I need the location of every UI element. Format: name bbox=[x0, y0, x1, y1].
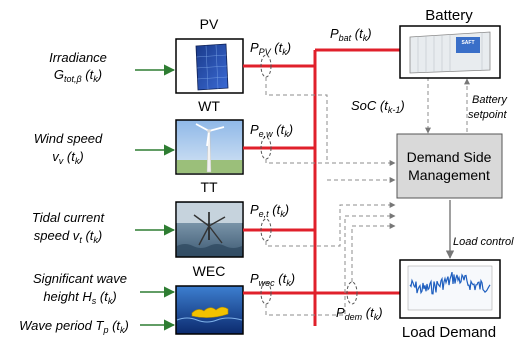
wt-box bbox=[175, 119, 244, 175]
battery-signal-labels: SoC (tk-1) bbox=[351, 98, 405, 115]
setpoint-line1: Battery bbox=[472, 94, 508, 106]
input-wave-height-label: Significant wave height Hs (tk) bbox=[33, 271, 127, 306]
battery-container-icon: SAFT bbox=[409, 31, 491, 74]
input-wind-label: Wind speed vv (tk) bbox=[34, 131, 103, 166]
solar-panel-icon bbox=[195, 43, 229, 91]
load-demand-plot-icon bbox=[407, 265, 493, 311]
input-arrows bbox=[135, 64, 176, 331]
pv-signal-line bbox=[265, 77, 328, 160]
load-control-label: Load control bbox=[453, 236, 514, 248]
wind-line1: Wind speed bbox=[34, 131, 103, 146]
wec-signal-line bbox=[265, 213, 396, 316]
load-title: Load Demand bbox=[402, 324, 496, 341]
battery-title: Battery bbox=[425, 7, 473, 24]
dsm-box: Demand Side Management bbox=[396, 133, 503, 199]
battery-box: SAFT bbox=[399, 25, 501, 79]
dem-measure-ellipse bbox=[346, 281, 358, 305]
p-et-label: Pe,t (tk) bbox=[250, 202, 289, 219]
wave-height-line2: height Hs (tk) bbox=[43, 289, 116, 306]
setpoint-label: Battery setpoint bbox=[468, 94, 508, 121]
dsm-line2: Management bbox=[408, 167, 490, 183]
tidal-turbine-icon bbox=[176, 203, 243, 256]
soc-label: SoC (tk-1) bbox=[351, 98, 405, 115]
load-box bbox=[399, 259, 501, 319]
dem-signal-line bbox=[351, 223, 396, 282]
dsm-line1: Demand Side bbox=[407, 149, 492, 165]
wec-box bbox=[175, 285, 244, 335]
input-tidal-label: Tidal current speed vt (tk) bbox=[32, 210, 106, 245]
wind-turbine-icon bbox=[176, 123, 243, 174]
input-wave-period-label: Wave period Tp (tk) bbox=[19, 318, 129, 335]
p-ew-label: Pe,w (tk) bbox=[250, 122, 293, 139]
wave-energy-converter-icon bbox=[176, 306, 243, 323]
tidal-line1: Tidal current bbox=[32, 210, 106, 225]
power-labels: PPV (tk) Pe,w (tk) Pe,t (tk) Pwec (tk) P… bbox=[250, 26, 383, 322]
source-titles: PV WT TT WEC bbox=[193, 16, 226, 279]
p-dem-label: Pdem (tk) bbox=[336, 305, 383, 322]
wt-title: WT bbox=[198, 98, 220, 114]
setpoint-line2: setpoint bbox=[468, 109, 507, 121]
tt-title: TT bbox=[200, 179, 218, 195]
tidal-line2: speed vt (tk) bbox=[34, 228, 102, 245]
wt-signal-line bbox=[265, 159, 396, 166]
wec-title: WEC bbox=[193, 263, 226, 279]
irradiance-line2: Gtot,β (tk) bbox=[54, 67, 102, 84]
signal-lines bbox=[265, 77, 470, 316]
p-bat-label: Pbat (tk) bbox=[330, 26, 372, 43]
p-wec-label: Pwec (tk) bbox=[250, 271, 295, 288]
irradiance-line1: Irradiance bbox=[49, 50, 107, 65]
pv-box bbox=[175, 38, 244, 94]
wave-period-line1: Wave period Tp (tk) bbox=[19, 318, 129, 335]
p-pv-label: PPV (tk) bbox=[250, 40, 291, 57]
tt-box bbox=[175, 201, 244, 258]
input-irradiance-label: Irradiance Gtot,β (tk) bbox=[49, 50, 107, 84]
tt-signal-line bbox=[265, 202, 396, 247]
battery-brand: SAFT bbox=[461, 40, 474, 46]
pv-title: PV bbox=[200, 16, 219, 32]
wind-line2: vv (tk) bbox=[52, 149, 83, 166]
wave-height-line1: Significant wave bbox=[33, 271, 127, 286]
